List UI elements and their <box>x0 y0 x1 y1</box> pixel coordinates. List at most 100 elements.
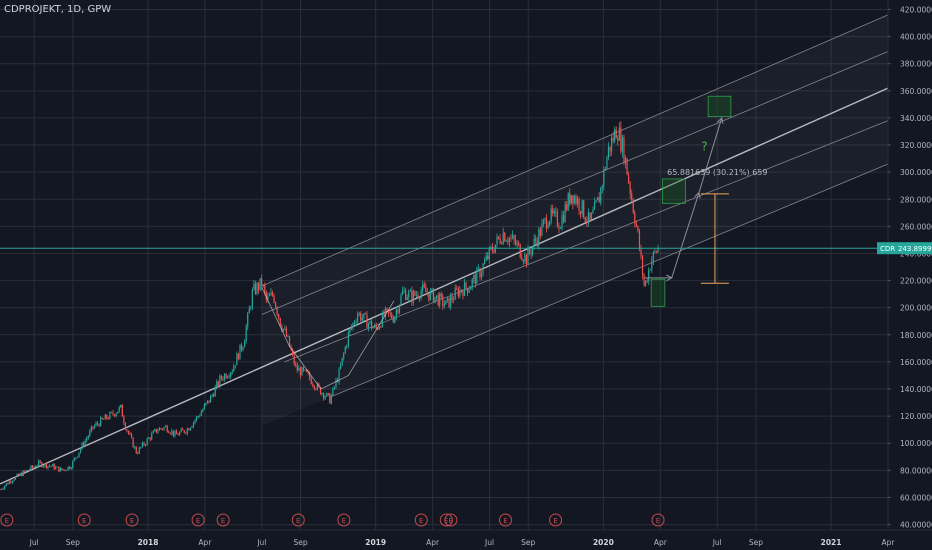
candle-body <box>502 232 504 244</box>
candle-body <box>59 468 61 472</box>
candle-body <box>186 428 188 434</box>
candle-body <box>307 371 309 373</box>
time-tick-label: Jul <box>484 538 494 547</box>
candle-body <box>363 313 365 318</box>
price-tick-label: 280.000000 <box>900 195 932 204</box>
time-axis: Jul Sep 2018 Apr Jul Sep 2019 Apr Jul Sep 2020 Apr J… <box>29 538 896 547</box>
candle-body <box>398 304 401 313</box>
candle-body <box>0 489 3 491</box>
candle-body <box>273 295 275 303</box>
candle-body <box>510 238 512 239</box>
candle-body <box>17 474 20 476</box>
candle-body <box>30 465 32 470</box>
candle-body <box>484 260 486 265</box>
candle-body <box>479 268 481 278</box>
candle-body <box>236 353 238 366</box>
candle-body <box>103 419 105 420</box>
candle-body <box>643 274 645 286</box>
candle-body <box>219 376 221 386</box>
candle-body <box>127 430 130 434</box>
candle-body <box>423 284 425 288</box>
candle-body <box>604 168 606 170</box>
time-tick-label: Apr <box>882 538 896 547</box>
time-tick-label: Sep <box>749 538 763 547</box>
candle-body <box>62 469 65 471</box>
candle-body <box>28 469 31 471</box>
candle-body <box>44 463 46 467</box>
candle-body <box>310 378 312 385</box>
candle-body <box>532 246 534 255</box>
candle-body <box>428 293 430 300</box>
annotation-question-mark: ? <box>701 139 707 153</box>
candle-body <box>584 217 586 222</box>
time-tick-label: Apr <box>198 538 212 547</box>
candle-body <box>632 200 634 213</box>
candle-body <box>72 460 74 468</box>
candle-body <box>618 127 620 141</box>
price-tick-label: 140.000000 <box>900 385 932 394</box>
candle-body <box>524 254 526 262</box>
candle-body <box>194 420 196 423</box>
candle-body <box>482 264 484 273</box>
time-tick-label: Apr <box>426 538 440 547</box>
candle-body <box>521 257 523 261</box>
candle-body <box>73 458 75 461</box>
candle-body <box>48 465 51 467</box>
earnings-event-label: E <box>130 517 134 525</box>
candle-body <box>451 296 453 301</box>
candle-body <box>637 226 639 231</box>
candle-body <box>112 412 114 415</box>
candle-body <box>10 481 12 483</box>
candle-body <box>22 470 24 476</box>
symbol-legend: CDPROJEKT, 1D, GPW <box>4 4 112 15</box>
candle-body <box>254 283 257 294</box>
candle-body <box>118 407 120 412</box>
candle-body <box>261 278 263 287</box>
candle-body <box>276 307 278 315</box>
candle-body <box>525 254 528 264</box>
candle-body <box>11 481 13 483</box>
candles <box>0 121 659 491</box>
candle-body <box>463 282 466 296</box>
candle-body <box>638 230 641 250</box>
candle-body <box>471 279 473 287</box>
candle-body <box>329 393 331 404</box>
candle-body <box>192 422 195 427</box>
candle-body <box>528 248 531 253</box>
candle-body <box>556 211 558 227</box>
price-tick-label: 40.000000 <box>900 521 932 530</box>
candle-body <box>474 275 476 284</box>
earnings-event-icon <box>498 513 512 527</box>
candle-body <box>480 272 483 278</box>
candle-body <box>152 431 154 434</box>
candle-body <box>223 374 226 380</box>
candle-body <box>403 290 405 292</box>
candle-body <box>39 460 41 463</box>
candle-body <box>409 290 411 292</box>
candle-body <box>466 287 469 293</box>
candle-body <box>657 247 659 253</box>
candle-body <box>621 137 624 152</box>
candle-body <box>462 291 464 296</box>
candle-body <box>635 223 637 227</box>
candle-body <box>646 280 648 282</box>
candle-body <box>292 350 294 354</box>
candle-body <box>392 318 394 323</box>
channel-center-line <box>0 87 889 485</box>
candle-body <box>58 466 60 472</box>
candle-body <box>163 427 165 430</box>
candle-body <box>519 244 521 258</box>
candle-body <box>575 196 577 204</box>
candle-body <box>439 293 441 306</box>
candle-body <box>552 208 554 214</box>
candle-body <box>84 440 86 446</box>
earnings-event-label: E <box>221 517 225 525</box>
candle-body <box>597 197 599 201</box>
candle-body <box>652 251 654 261</box>
candle-body <box>445 299 447 305</box>
candle-body <box>412 291 414 303</box>
candle-body <box>612 137 614 142</box>
